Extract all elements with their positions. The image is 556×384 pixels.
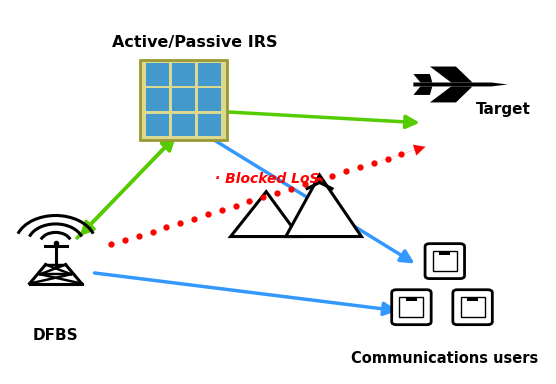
Polygon shape (430, 86, 473, 103)
Text: DFBS: DFBS (33, 328, 78, 343)
Bar (146, 63, 169, 86)
Bar (399, 297, 424, 317)
Bar (198, 114, 221, 136)
FancyBboxPatch shape (425, 243, 465, 279)
FancyBboxPatch shape (453, 290, 493, 325)
Bar (439, 252, 450, 255)
Bar (406, 297, 417, 301)
Polygon shape (414, 86, 433, 95)
Bar (146, 114, 169, 136)
Bar (198, 88, 221, 111)
Bar (433, 251, 457, 271)
Polygon shape (286, 175, 361, 237)
Bar (141, 60, 227, 140)
Polygon shape (414, 74, 433, 83)
Bar (146, 88, 169, 111)
Bar (172, 63, 195, 86)
Text: Target: Target (475, 102, 530, 117)
Polygon shape (231, 192, 299, 237)
Bar (172, 114, 195, 136)
Bar (198, 63, 221, 86)
Text: · Blocked LoS: · Blocked LoS (215, 172, 319, 186)
Text: Communications users: Communications users (351, 351, 538, 366)
FancyBboxPatch shape (391, 290, 431, 325)
Bar (461, 297, 485, 317)
Polygon shape (414, 83, 508, 86)
Bar (172, 88, 195, 111)
Polygon shape (430, 66, 473, 83)
Bar (467, 297, 478, 301)
Text: Active/Passive IRS: Active/Passive IRS (112, 35, 277, 50)
